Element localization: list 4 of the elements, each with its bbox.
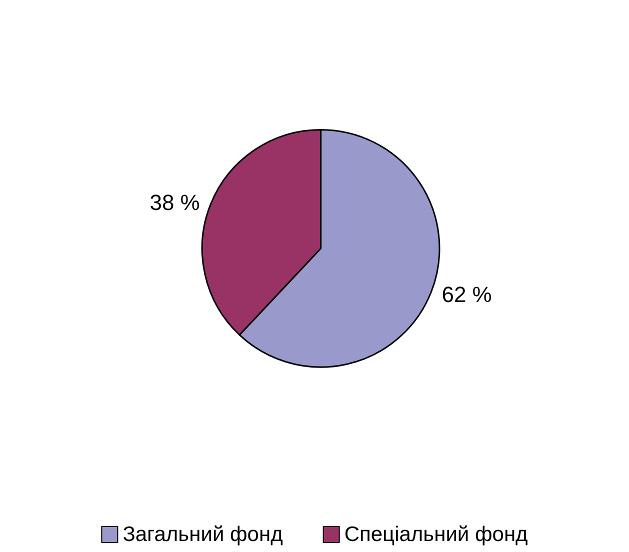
data-label: 38 % xyxy=(150,190,200,215)
legend-label: Загальний фонд xyxy=(122,523,283,546)
data-label: 62 % xyxy=(442,282,492,307)
legend-label: Спеціальний фонд xyxy=(344,523,528,546)
